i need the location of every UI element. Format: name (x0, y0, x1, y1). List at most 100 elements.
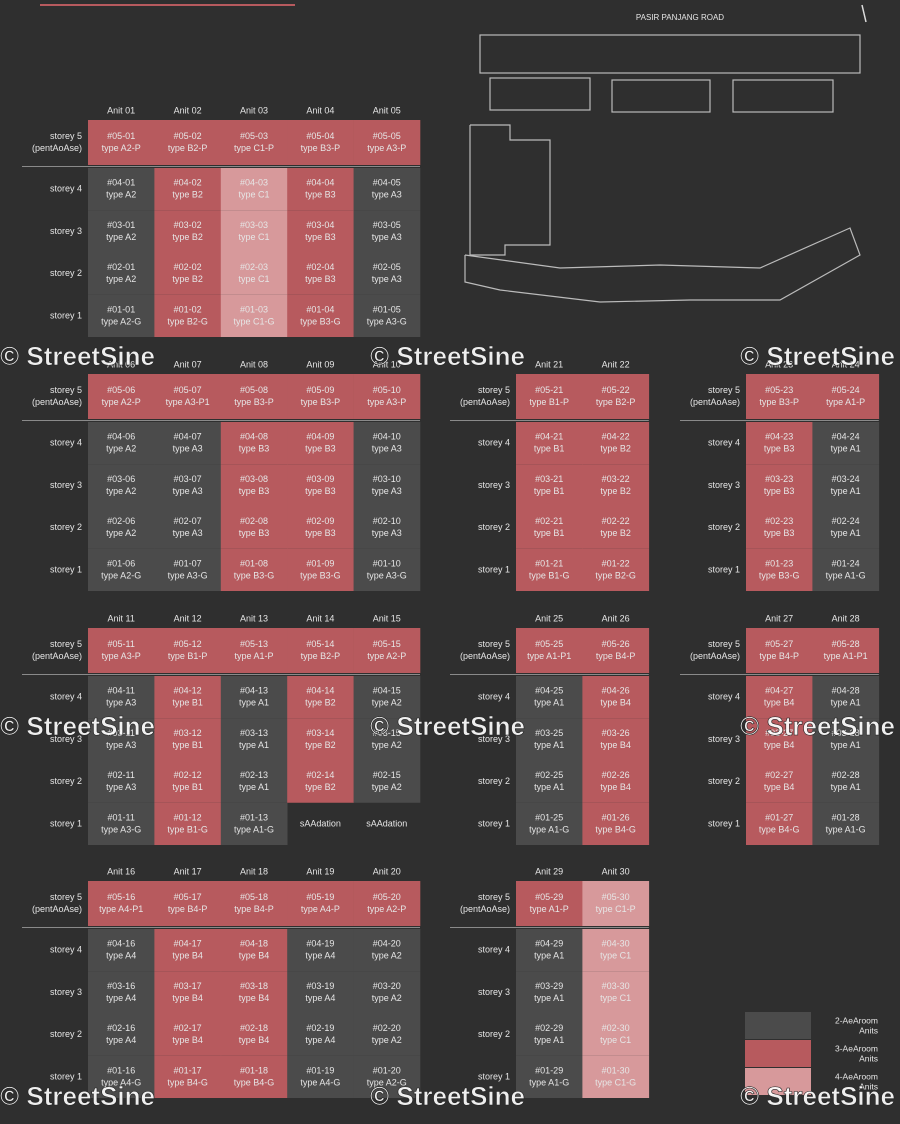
storey-label: storey 3 (478, 734, 510, 744)
unit-header: Anit 23 (765, 359, 793, 369)
unit-number: #04-06 (107, 432, 135, 442)
storey-label: (pentAoAse) (32, 397, 82, 407)
unit-type: type B3 (305, 232, 336, 242)
unit-table: Anit 11 #05-11 type A3-P #04-11 type A3 #03-1… (22, 613, 421, 845)
unit-type: type A3-P (367, 397, 406, 407)
unit-number: #01-06 (107, 558, 135, 568)
storey-label: storey 3 (50, 987, 82, 997)
unit-header: Anit 27 (765, 613, 793, 623)
unit-type: type B2 (305, 698, 336, 708)
unit-number: #04-25 (535, 686, 563, 696)
storey-label: storey 1 (478, 1071, 510, 1081)
unit-number: #04-22 (602, 432, 630, 442)
storey-label: storey 3 (50, 734, 82, 744)
unit-number: #05-26 (602, 639, 630, 649)
unit-number: #02-23 (765, 516, 793, 526)
unit-number: #03-23 (765, 474, 793, 484)
unit-cell (516, 760, 583, 803)
unit-cell (582, 676, 650, 719)
unit-header: Anit 09 (306, 359, 334, 369)
storey-label: storey 5 (478, 639, 510, 649)
unit-number: #02-18 (240, 1023, 268, 1033)
unit-cell (154, 971, 222, 1014)
storey-label: (pentAoAse) (460, 651, 510, 661)
unit-type: type A1 (534, 698, 564, 708)
unit-type: type A1-P (530, 904, 569, 914)
unit-number: #03-03 (240, 220, 268, 230)
unit-number: #03-19 (306, 981, 334, 991)
storey-label: storey 2 (50, 776, 82, 786)
unit-cell (582, 548, 650, 591)
unit-cell (582, 929, 650, 972)
unit-type: type B1 (172, 698, 203, 708)
unit-type: type A2-G (101, 316, 141, 326)
storey-label: storey 2 (478, 522, 510, 532)
unit-type: type A4-P1 (99, 904, 143, 914)
storey-label: storey 1 (50, 818, 82, 828)
unit-cell (353, 294, 421, 337)
unit-type: type B4 (172, 1035, 203, 1045)
unit-number: #02-25 (535, 770, 563, 780)
unit-number: #03-24 (832, 474, 860, 484)
unit-type: type A4-G (300, 1077, 340, 1087)
unit-cell (154, 676, 222, 719)
storey-label: storey 3 (478, 480, 510, 490)
unit-cell (220, 506, 288, 549)
unit-number: #01-19 (306, 1065, 334, 1075)
unit-number: #02-16 (107, 1023, 135, 1033)
storey-label: storey 4 (478, 945, 510, 955)
unit-number: #05-16 (107, 892, 135, 902)
cell-note: sAAdation (366, 818, 407, 828)
unit-type: type B3 (305, 444, 336, 454)
unit-type: type A2-G (101, 570, 141, 580)
unit-number: #02-02 (174, 262, 202, 272)
unit-type: type A1 (534, 782, 564, 792)
unit-cell (516, 628, 583, 673)
unit-number: #03-14 (306, 728, 334, 738)
unit-type: type A3-P (367, 143, 406, 153)
unit-number: #04-26 (602, 686, 630, 696)
unit-type: type A2 (106, 528, 136, 538)
unit-cell (154, 120, 222, 165)
unit-cell (516, 1013, 583, 1056)
unit-cell (582, 374, 650, 419)
unit-table: Anit 06 #05-06 type A2-P #04-06 type A2 #03-0… (22, 359, 421, 591)
unit-number: #02-11 (108, 770, 135, 780)
unit-type: type C1 (238, 190, 269, 200)
unit-number: #05-29 (535, 892, 563, 902)
unit-number: #05-21 (535, 385, 563, 395)
unit-header: Anit 08 (240, 359, 268, 369)
unit-header: Anit 26 (602, 613, 630, 623)
unit-type: type C1 (238, 232, 269, 242)
unit-cell (287, 168, 354, 211)
unit-type: type B2-G (167, 316, 208, 326)
unit-cell (88, 971, 155, 1014)
unit-header: Anit 16 (107, 866, 135, 876)
unit-cell (353, 506, 421, 549)
unit-cell (88, 252, 155, 295)
unit-header: Anit 28 (832, 613, 860, 623)
unit-type: type A3 (173, 486, 203, 496)
unit-cell (154, 506, 222, 549)
unit-number: #05-15 (373, 639, 401, 649)
unit-cell (154, 464, 222, 507)
unit-type: type A2 (106, 190, 136, 200)
unit-table: Anit 21 #05-21 type B1-P #04-21 type B1 #03-2… (450, 359, 650, 591)
unit-number: #03-12 (174, 728, 202, 738)
unit-cell (154, 168, 222, 211)
unit-cell (88, 294, 155, 337)
unit-cell (154, 628, 222, 673)
unit-number: #04-04 (306, 178, 334, 188)
unit-number: #05-24 (832, 385, 860, 395)
unit-number: #01-16 (107, 1065, 135, 1075)
unit-cell (287, 1013, 354, 1056)
unit-type: type B2 (305, 782, 336, 792)
unit-type: type A4-P (301, 904, 340, 914)
unit-table: Anit 25 #05-25 type A1-P1 #04-25 type A1 #03-… (450, 613, 650, 845)
unit-cell (582, 506, 650, 549)
unit-number: #02-21 (535, 516, 563, 526)
unit-type: type B3-G (300, 570, 341, 580)
storey-label: storey 3 (478, 987, 510, 997)
unit-header: Anit 03 (240, 105, 268, 115)
unit-cell (516, 676, 583, 719)
